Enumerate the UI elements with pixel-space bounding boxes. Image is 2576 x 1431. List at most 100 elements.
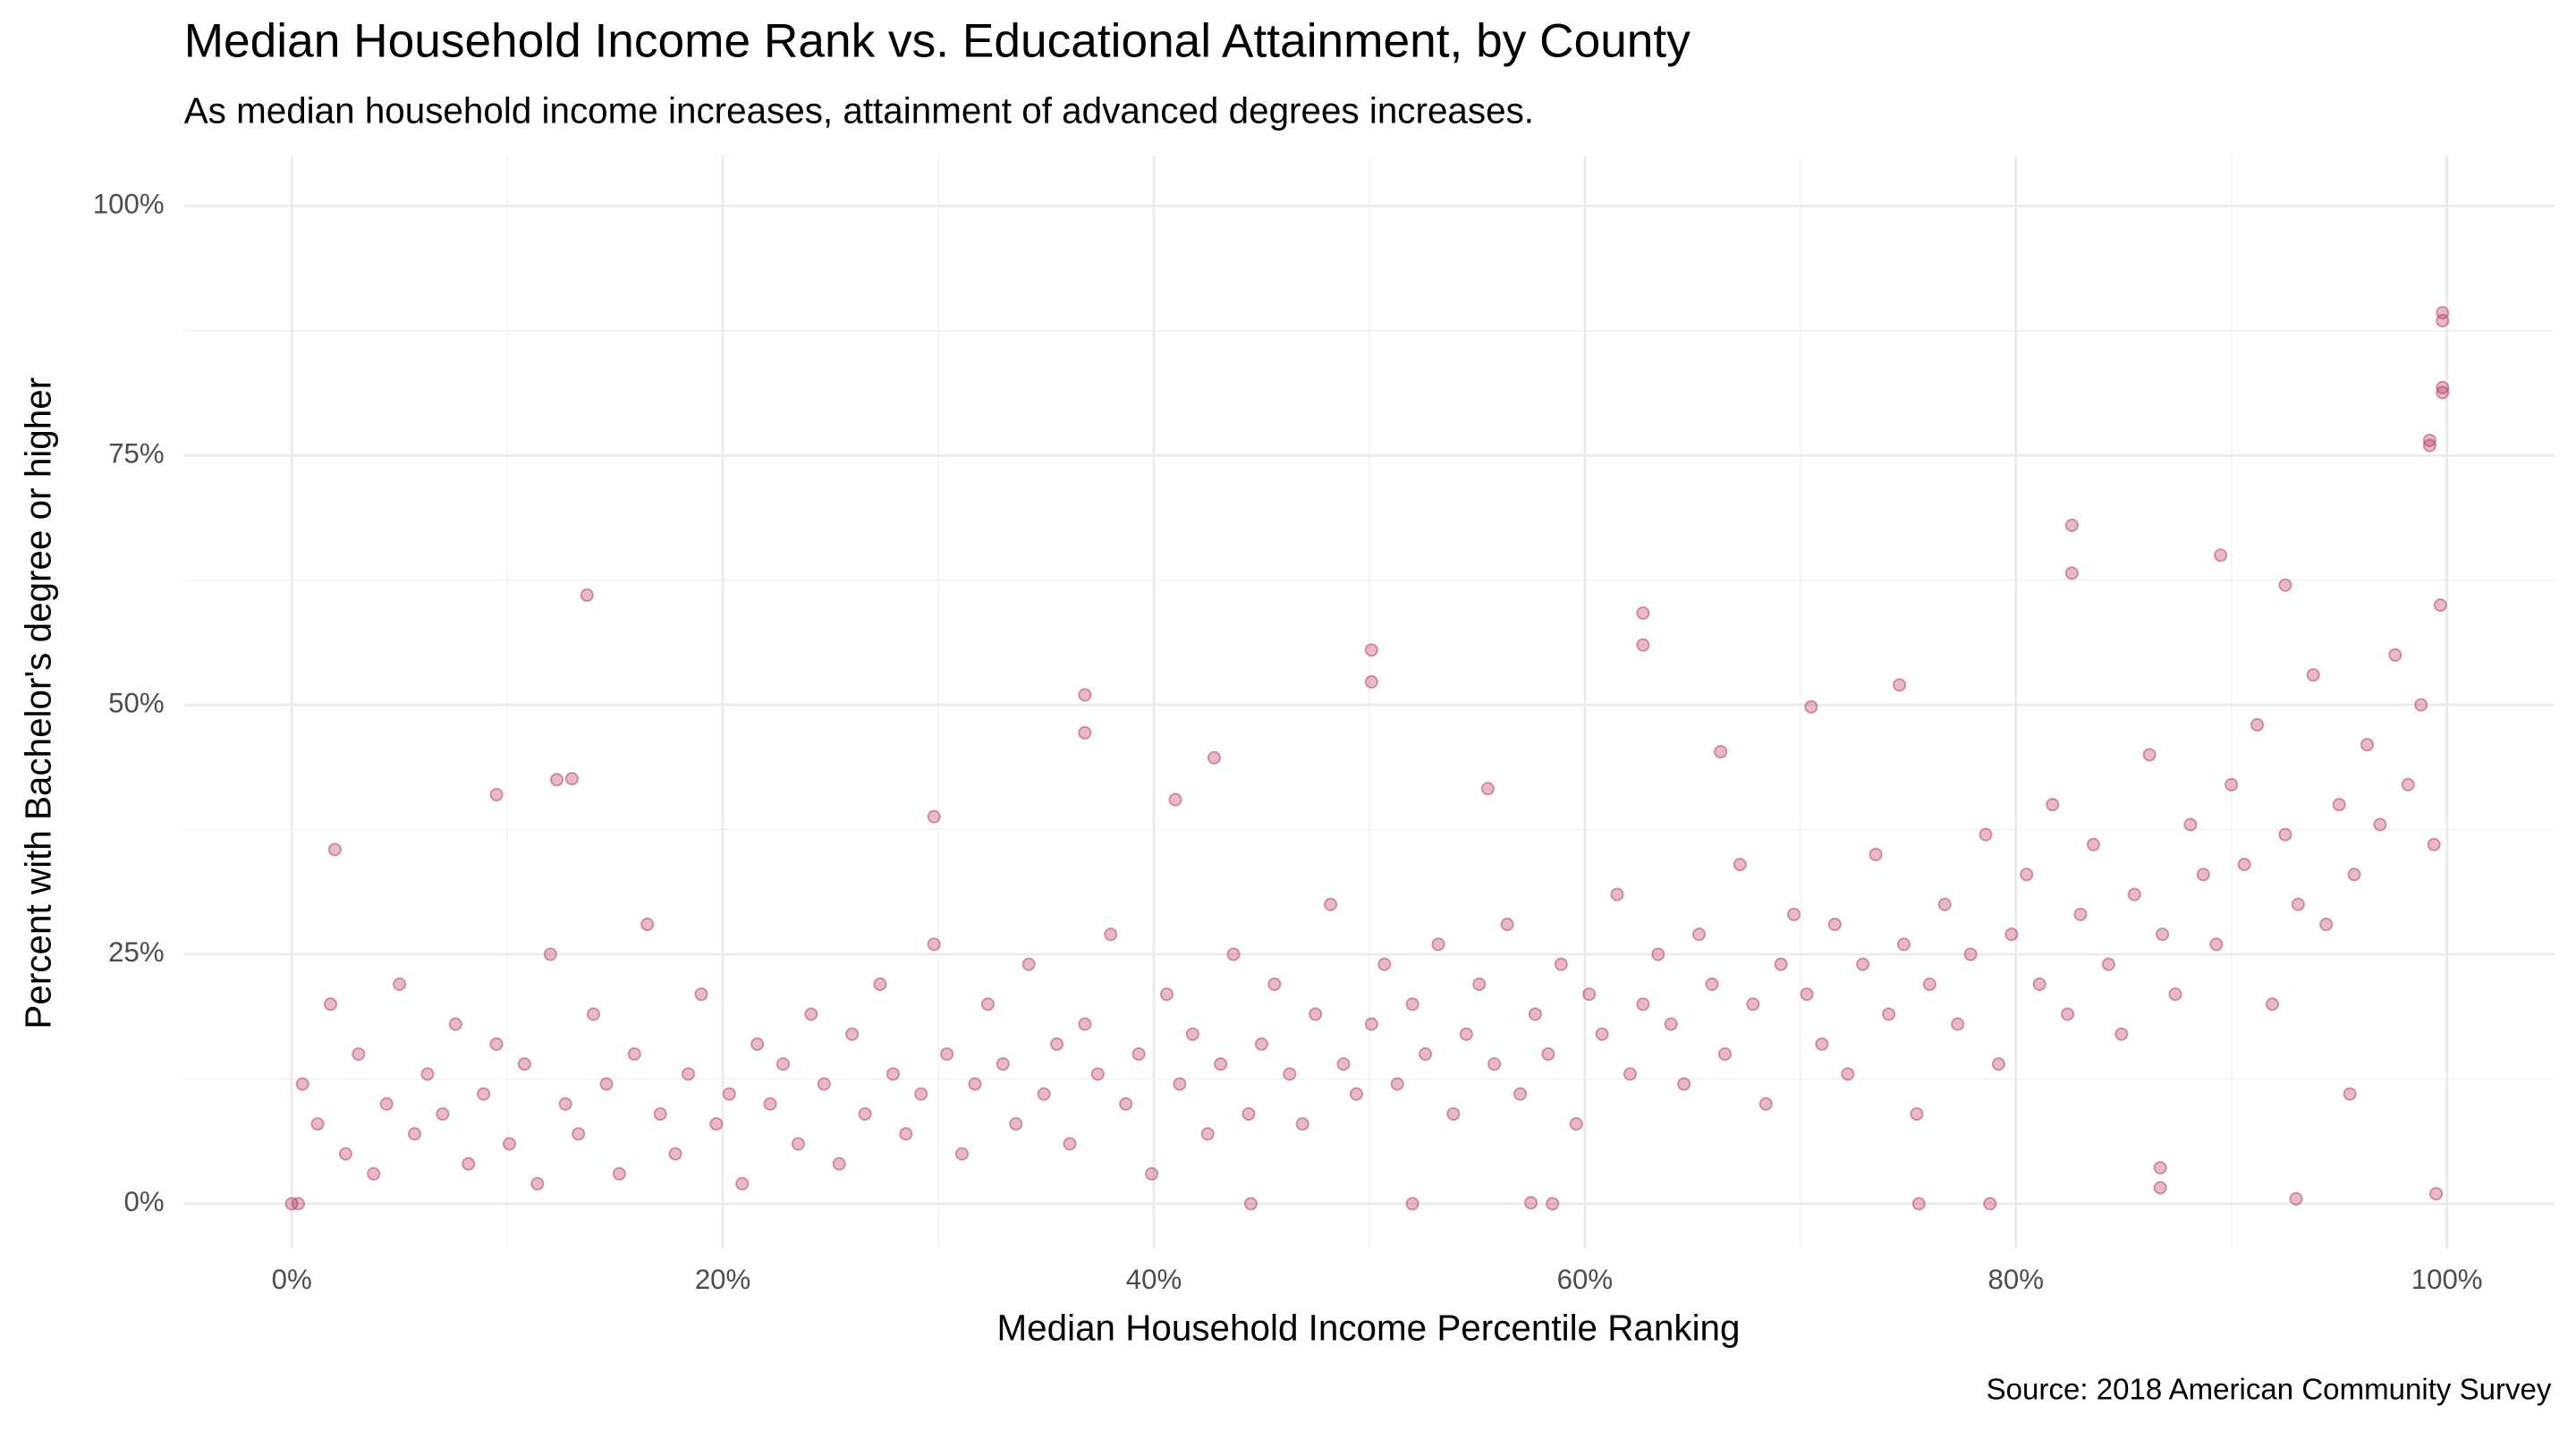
- point: [1774, 957, 1788, 971]
- point: [1104, 927, 1118, 942]
- point: [558, 1097, 572, 1111]
- point: [420, 1067, 435, 1081]
- point: [1569, 1117, 1583, 1131]
- point: [1405, 1197, 1419, 1211]
- point: [1595, 1027, 1609, 1041]
- point: [1623, 1067, 1637, 1081]
- point: [2114, 1027, 2129, 1041]
- point: [873, 977, 887, 991]
- point: [2004, 927, 2019, 942]
- point: [352, 1047, 366, 1062]
- point: [2250, 717, 2265, 732]
- point: [858, 1106, 872, 1122]
- point: [2319, 917, 2334, 932]
- x-tick-label: 40%: [1126, 1264, 1182, 1295]
- x-tick-label: 80%: [1988, 1264, 2044, 1295]
- point: [1405, 997, 1419, 1012]
- point: [1472, 977, 1487, 991]
- point: [2414, 698, 2428, 712]
- point: [2422, 433, 2436, 447]
- y-tick-label: 0%: [124, 1186, 165, 1217]
- point: [2436, 314, 2450, 328]
- point: [1937, 897, 1952, 911]
- point: [709, 1117, 724, 1131]
- point: [2064, 518, 2079, 532]
- point: [899, 1127, 913, 1141]
- points: [284, 306, 2450, 1211]
- point: [1636, 997, 1650, 1012]
- point: [1827, 917, 1842, 932]
- point: [1610, 887, 1624, 902]
- point: [489, 787, 504, 802]
- chart-title: Median Household Income Rank vs. Educati…: [184, 15, 1691, 68]
- point: [2433, 598, 2447, 613]
- point: [627, 1047, 641, 1062]
- point: [954, 1147, 970, 1161]
- point: [2265, 997, 2280, 1012]
- point: [2291, 897, 2305, 911]
- point: [2278, 578, 2292, 592]
- point: [1364, 1017, 1378, 1031]
- point: [914, 1087, 928, 1101]
- x-tick-label: 20%: [695, 1264, 750, 1295]
- y-tick-label: 75%: [108, 437, 164, 469]
- point: [996, 1057, 1010, 1071]
- point: [1714, 744, 1728, 759]
- point: [1856, 957, 1870, 971]
- point: [1787, 907, 1801, 921]
- point: [1758, 1097, 1773, 1111]
- point: [2436, 385, 2450, 400]
- point: [735, 1177, 750, 1191]
- point: [1882, 1007, 1896, 1021]
- point: [550, 773, 564, 787]
- point: [1037, 1087, 1051, 1101]
- point: [599, 1077, 614, 1091]
- point: [1528, 1007, 1542, 1021]
- point: [1446, 1106, 1461, 1122]
- grid: [183, 156, 2555, 1249]
- point: [1226, 947, 1241, 961]
- point: [640, 917, 655, 932]
- point: [564, 772, 579, 786]
- point: [1283, 1067, 1297, 1081]
- x-tick-label: 60%: [1557, 1264, 1613, 1295]
- point: [2422, 438, 2436, 453]
- point: [1963, 947, 1978, 961]
- point: [1241, 1106, 1256, 1122]
- point: [1050, 1037, 1064, 1051]
- point: [2347, 868, 2361, 882]
- point: [776, 1057, 791, 1071]
- point: [2142, 748, 2157, 762]
- point: [694, 987, 708, 1002]
- point: [1078, 725, 1092, 740]
- point: [2360, 738, 2375, 752]
- point: [2214, 548, 2228, 563]
- y-tick-label: 50%: [108, 687, 164, 718]
- x-tick-label: 100%: [2411, 1264, 2483, 1295]
- point: [1983, 1197, 1997, 1211]
- point: [1746, 997, 1760, 1012]
- point: [722, 1087, 736, 1101]
- point: [1159, 987, 1174, 1002]
- point: [2373, 817, 2387, 832]
- point: [462, 1156, 476, 1171]
- point: [1664, 1017, 1678, 1031]
- point: [1431, 937, 1445, 952]
- point: [1119, 1097, 1133, 1111]
- point: [1173, 1077, 1187, 1091]
- point: [1733, 858, 1747, 872]
- point: [2101, 957, 2115, 971]
- point: [1168, 792, 1182, 807]
- point: [1815, 1037, 1829, 1051]
- point: [845, 1027, 860, 1041]
- point: [1513, 1087, 1528, 1101]
- point: [1480, 782, 1495, 796]
- point: [927, 809, 941, 824]
- point: [1893, 678, 1907, 692]
- point: [763, 1097, 777, 1111]
- point: [1922, 977, 1936, 991]
- point: [1910, 1106, 1924, 1122]
- point: [1063, 1137, 1077, 1151]
- point: [2278, 827, 2292, 842]
- point: [1804, 699, 1818, 714]
